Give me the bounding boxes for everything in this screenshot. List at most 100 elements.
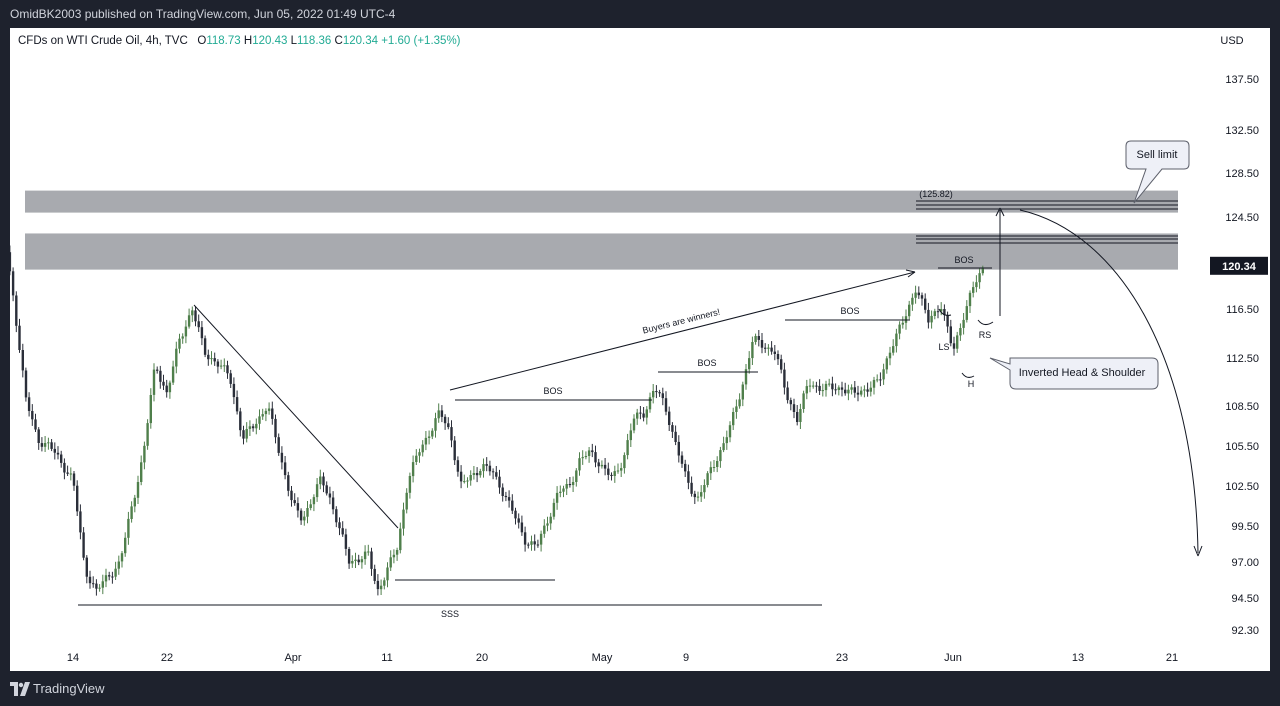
candle-body	[725, 437, 728, 444]
candle-body	[527, 544, 530, 546]
candle-body	[936, 311, 940, 313]
candle-body	[296, 503, 300, 511]
candle-body	[47, 442, 50, 444]
candle-body	[456, 460, 460, 472]
candle-body	[514, 510, 517, 519]
candle-body	[245, 429, 248, 439]
candle-body	[351, 561, 354, 564]
candle-body	[581, 457, 584, 459]
candle-body	[507, 497, 511, 501]
y-tick-9: 102.50	[1225, 481, 1259, 493]
candle-body	[965, 306, 968, 320]
candle-body	[95, 583, 98, 589]
candle-body	[968, 292, 972, 307]
candle-body	[543, 525, 546, 534]
candle-body	[271, 408, 274, 419]
candle-body	[776, 354, 780, 360]
candle-body	[559, 491, 562, 493]
candle-body	[309, 504, 312, 508]
candle-body	[879, 379, 882, 381]
candle-body	[98, 587, 101, 589]
candle-body	[40, 443, 44, 447]
sell-limit-callout-box	[1125, 140, 1190, 204]
candle-body	[824, 383, 828, 391]
candle-body	[488, 465, 492, 472]
candle-body	[229, 373, 232, 384]
projection-arrowhead	[995, 207, 1005, 217]
last-price-text: 120.34	[1222, 261, 1257, 273]
candle-body	[802, 393, 805, 409]
candle-body	[37, 429, 40, 443]
candle-body	[140, 462, 143, 482]
candle-body	[975, 282, 978, 288]
candle-body	[597, 462, 600, 467]
candle-body	[504, 495, 508, 498]
legend-high-label: H	[243, 35, 253, 47]
candle-body	[130, 506, 133, 519]
candle-body	[520, 522, 524, 533]
candle-body	[152, 369, 156, 395]
candle-body	[501, 487, 504, 496]
x-tick-8: Jun	[944, 652, 962, 664]
candle-body	[482, 464, 485, 472]
candle-body	[677, 441, 680, 456]
candle-body	[603, 464, 607, 469]
candle-body	[27, 397, 31, 411]
candle-body	[696, 496, 700, 498]
candle-body	[552, 502, 556, 517]
candle-body	[805, 386, 808, 394]
candle-body	[837, 387, 840, 390]
candle-body	[315, 484, 319, 498]
candle-body	[616, 470, 620, 472]
candle-body	[11, 271, 15, 296]
candle-body	[853, 387, 856, 393]
rs-bracket	[977, 319, 994, 326]
candle-body	[114, 568, 117, 577]
candle-body	[748, 358, 751, 370]
candle-body	[341, 528, 344, 535]
candle-body	[546, 523, 549, 526]
candle-body	[821, 390, 824, 392]
candle-body	[920, 295, 924, 299]
candle-body	[136, 482, 140, 498]
candle-body	[347, 549, 351, 564]
candle-body	[133, 497, 136, 507]
candle-body	[178, 338, 181, 349]
candle-body	[655, 391, 658, 393]
candle-body	[652, 391, 655, 398]
candle-body	[287, 475, 290, 491]
bos-label-3: BOS	[840, 306, 859, 316]
candle-body	[395, 550, 399, 555]
currency-label: USD	[1220, 35, 1243, 47]
candle-body	[844, 389, 847, 394]
candle-body	[475, 473, 479, 476]
candle-body	[847, 389, 850, 394]
candle-body	[120, 553, 124, 562]
candle-body	[629, 430, 632, 441]
axes: USD137.50132.50128.50124.50120.50116.501…	[67, 35, 1268, 664]
candle-body	[831, 383, 834, 390]
candle-body	[79, 511, 82, 533]
candle-body	[312, 497, 316, 505]
candle-body	[197, 321, 200, 328]
y-tick-13: 92.30	[1231, 625, 1259, 637]
x-tick-6: 9	[683, 652, 689, 664]
candle-body	[578, 458, 581, 471]
candle-body	[162, 381, 165, 386]
chart-panel[interactable]: SSS BOS BOS BOS BOS Buyers are winners! (125.8…	[10, 28, 1270, 671]
candle-body	[280, 452, 284, 463]
sell-limit-callout-text: Sell limit	[1137, 149, 1178, 161]
candle-body	[437, 410, 440, 419]
candle-body	[495, 472, 498, 477]
candle-body	[405, 492, 408, 510]
candle-body	[940, 309, 943, 312]
candle-body	[549, 516, 552, 524]
candle-body	[584, 456, 588, 458]
candle-body	[767, 347, 770, 349]
candle-body	[156, 369, 159, 371]
curved-arrowhead	[1193, 545, 1203, 557]
candle-body	[165, 385, 168, 393]
candle-body	[194, 310, 197, 322]
candle-body	[175, 348, 178, 367]
